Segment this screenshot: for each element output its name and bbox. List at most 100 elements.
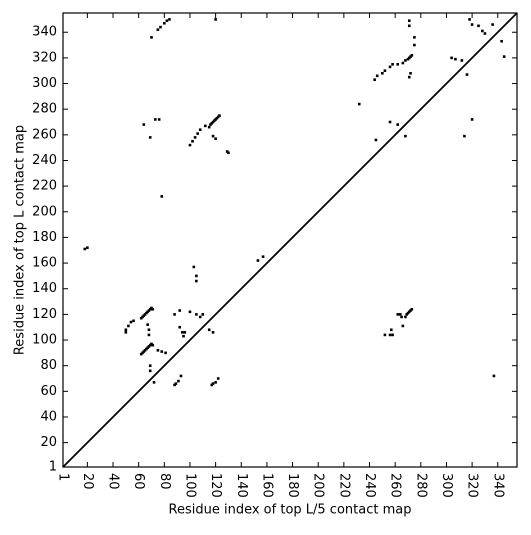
x-tick-label: 180 bbox=[285, 473, 300, 498]
contact-point bbox=[180, 331, 184, 334]
contact-point bbox=[178, 309, 182, 312]
contact-point bbox=[191, 139, 194, 143]
contact-point bbox=[390, 328, 393, 332]
contact-point bbox=[388, 65, 392, 69]
x-tick-label: 20 bbox=[80, 473, 95, 490]
y-tick-label: 40 bbox=[40, 409, 57, 424]
contact-point bbox=[398, 313, 402, 316]
contact-point bbox=[483, 32, 487, 35]
contact-point bbox=[195, 274, 198, 278]
contact-point bbox=[195, 313, 198, 316]
x-tick-label: 200 bbox=[311, 473, 326, 498]
contact-point bbox=[168, 18, 171, 21]
contact-point bbox=[214, 18, 217, 21]
y-tick-label: 320 bbox=[32, 50, 57, 65]
contact-point bbox=[216, 377, 220, 380]
x-tick-label: 60 bbox=[131, 473, 146, 490]
contact-point bbox=[174, 382, 178, 385]
y-tick-label: 80 bbox=[40, 358, 57, 373]
contact-point bbox=[383, 333, 387, 337]
y-tick-label: 200 bbox=[32, 204, 57, 219]
contact-point bbox=[142, 123, 146, 126]
contact-point bbox=[373, 78, 376, 81]
contact-point bbox=[481, 29, 484, 33]
contact-point bbox=[146, 323, 149, 326]
contact-point bbox=[381, 71, 384, 75]
y-tick-label: 260 bbox=[32, 127, 57, 142]
contact-point bbox=[375, 74, 379, 78]
contact-point bbox=[204, 124, 207, 128]
contact-point bbox=[86, 246, 89, 249]
contact-point bbox=[409, 71, 412, 75]
contact-point bbox=[218, 114, 221, 117]
contact-point bbox=[147, 328, 151, 332]
contact-point bbox=[401, 61, 405, 65]
contact-point bbox=[261, 255, 265, 258]
contact-point bbox=[148, 369, 152, 373]
x-tick-label: 140 bbox=[234, 473, 249, 498]
contact-point bbox=[465, 73, 469, 76]
y-tick-label: 240 bbox=[32, 153, 57, 168]
contact-point bbox=[132, 319, 135, 323]
contact-point bbox=[401, 324, 405, 328]
contact-point bbox=[404, 315, 407, 319]
contact-point bbox=[207, 328, 211, 332]
contact-point bbox=[391, 333, 394, 337]
contact-point bbox=[396, 313, 400, 316]
x-tick-label: 100 bbox=[182, 473, 197, 498]
x-tick-label: 160 bbox=[259, 473, 274, 498]
contact-point bbox=[127, 324, 130, 328]
contact-point bbox=[193, 136, 197, 139]
contact-point bbox=[357, 102, 361, 106]
contact-point bbox=[214, 381, 217, 384]
contact-point bbox=[500, 39, 503, 43]
contact-point bbox=[396, 123, 400, 126]
contact-point bbox=[148, 136, 152, 139]
contact-point bbox=[477, 24, 480, 28]
contact-point bbox=[383, 69, 387, 73]
contact-point bbox=[196, 132, 199, 135]
contact-point bbox=[173, 313, 176, 316]
y-tick-label: 1 bbox=[49, 460, 57, 475]
y-tick-label: 100 bbox=[32, 333, 57, 348]
x-tick-label: 320 bbox=[465, 473, 480, 498]
contact-point bbox=[188, 143, 192, 147]
x-tick-label: 340 bbox=[490, 473, 505, 498]
contact-point bbox=[201, 313, 205, 316]
x-tick-label: 280 bbox=[413, 473, 428, 498]
contact-point bbox=[152, 381, 156, 384]
contact-point bbox=[404, 134, 407, 138]
contact-point bbox=[156, 348, 160, 352]
contact-point bbox=[404, 59, 407, 62]
x-axis-label: Residue index of top L/5 contact map bbox=[169, 503, 412, 518]
contact-point bbox=[151, 307, 155, 311]
contact-point bbox=[391, 62, 394, 66]
x-tick-label: 220 bbox=[336, 473, 351, 498]
y-tick-label: 300 bbox=[32, 76, 57, 91]
contact-point bbox=[400, 315, 403, 319]
contact-point bbox=[154, 118, 157, 121]
contact-point bbox=[413, 36, 416, 39]
plot-frame bbox=[62, 12, 518, 468]
contact-point bbox=[159, 25, 162, 29]
x-tick-label: 120 bbox=[208, 473, 223, 498]
contact-point bbox=[165, 19, 169, 22]
contact-point bbox=[148, 364, 152, 367]
contact-point bbox=[407, 24, 411, 28]
contact-point bbox=[410, 54, 414, 57]
x-tick-label: 40 bbox=[106, 473, 121, 490]
contact-point bbox=[470, 23, 474, 26]
y-tick-label: 220 bbox=[32, 179, 57, 194]
x-tick-label: 80 bbox=[157, 473, 172, 490]
contact-point bbox=[207, 125, 211, 129]
contact-point bbox=[396, 62, 400, 66]
contact-point bbox=[211, 134, 215, 138]
contact-point bbox=[388, 333, 392, 337]
x-tick-label: 300 bbox=[439, 473, 454, 498]
contact-point bbox=[413, 43, 416, 47]
contact-point bbox=[214, 137, 217, 140]
y-tick-label: 180 bbox=[32, 230, 57, 245]
contact-point bbox=[492, 374, 496, 378]
contact-point bbox=[151, 343, 155, 347]
